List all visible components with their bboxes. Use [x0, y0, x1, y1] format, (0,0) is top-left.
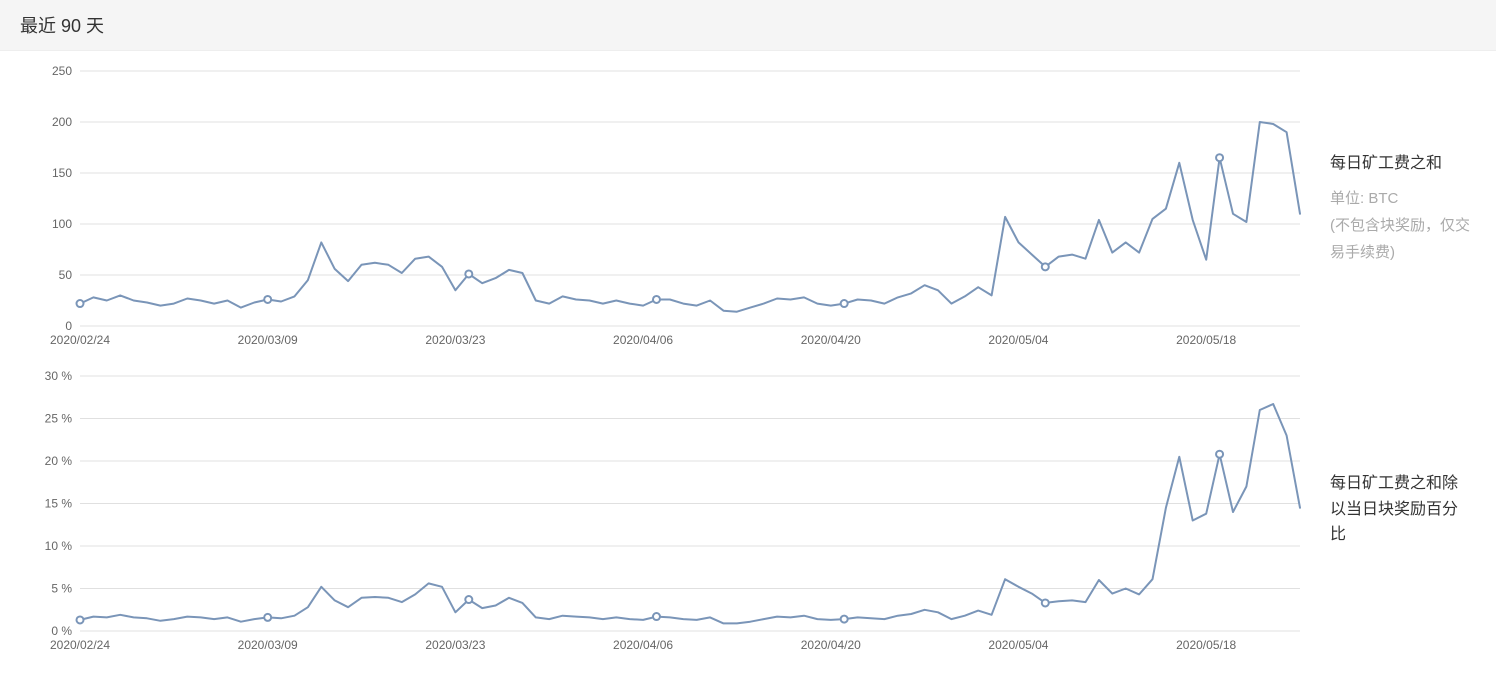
series-line: [80, 122, 1300, 312]
series-line: [80, 404, 1300, 623]
y-tick-label: 5 %: [51, 582, 72, 596]
chart-1-container: 0 50 100 150 200 250 2020/02/24 2020/03/09 2020/…: [0, 61, 1310, 356]
series-marker: [465, 596, 472, 603]
y-tick-label: 20 %: [45, 454, 73, 468]
chart-2-description: 每日矿工费之和除以当日块奖励百分比: [1310, 366, 1480, 661]
chart-2-container: 0 % 5 % 10 % 15 % 20 % 25 % 30 % 2020/02/24 2020…: [0, 366, 1310, 661]
x-tick-label: 2020/03/23: [425, 638, 485, 652]
y-tick-label: 0 %: [51, 624, 72, 638]
x-tick-label: 2020/05/18: [1176, 333, 1236, 347]
x-tick-label: 2020/02/24: [50, 638, 110, 652]
chart-1-subtitle-2: (不包含块奖励，仅交易手续费): [1330, 212, 1470, 266]
x-tick-label: 2020/03/09: [238, 638, 298, 652]
x-tick-label: 2020/02/24: [50, 333, 110, 347]
series-marker: [264, 614, 271, 621]
x-tick-label: 2020/04/20: [801, 638, 861, 652]
chart-1-description: 每日矿工费之和 单位: BTC (不包含块奖励，仅交易手续费): [1310, 61, 1480, 356]
y-tick-label: 150: [52, 166, 72, 180]
chart-1-subtitle-1: 单位: BTC: [1330, 185, 1470, 212]
y-tick-label: 50: [59, 268, 73, 282]
y-tick-label: 25 %: [45, 412, 73, 426]
x-tick-label: 2020/03/23: [425, 333, 485, 347]
chart-1-svg: 0 50 100 150 200 250 2020/02/24 2020/03/09 2020/…: [0, 61, 1310, 356]
series-marker: [1216, 154, 1223, 161]
y-tick-label: 200: [52, 115, 72, 129]
panel-chart-1: 0 50 100 150 200 250 2020/02/24 2020/03/09 2020/…: [0, 51, 1496, 356]
y-tick-label: 30 %: [45, 369, 73, 383]
panel-chart-2: 0 % 5 % 10 % 15 % 20 % 25 % 30 % 2020/02/24 2020…: [0, 356, 1496, 661]
series-marker: [653, 296, 660, 303]
x-tick-label: 2020/04/06: [613, 638, 673, 652]
x-tick-label: 2020/05/04: [988, 638, 1048, 652]
y-tick-label: 15 %: [45, 497, 73, 511]
x-tick-label: 2020/05/18: [1176, 638, 1236, 652]
y-tick-label: 250: [52, 64, 72, 78]
chart-1-title: 每日矿工费之和: [1330, 151, 1470, 177]
chart-2-svg: 0 % 5 % 10 % 15 % 20 % 25 % 30 % 2020/02/24 2020…: [0, 366, 1310, 661]
series-marker: [841, 616, 848, 623]
series-marker: [264, 296, 271, 303]
x-tick-label: 2020/05/04: [988, 333, 1048, 347]
chart-2-title: 每日矿工费之和除以当日块奖励百分比: [1330, 471, 1470, 548]
series-marker: [1042, 599, 1049, 606]
y-tick-label: 100: [52, 217, 72, 231]
y-tick-label: 10 %: [45, 539, 73, 553]
x-tick-label: 2020/04/06: [613, 333, 673, 347]
page-title-bar: 最近 90 天: [0, 0, 1496, 51]
series-marker: [653, 613, 660, 620]
series-marker: [77, 300, 84, 307]
series-marker: [465, 270, 472, 277]
x-tick-label: 2020/03/09: [238, 333, 298, 347]
x-tick-label: 2020/04/20: [801, 333, 861, 347]
series-marker: [1216, 451, 1223, 458]
series-marker: [1042, 263, 1049, 270]
page-title: 最近 90 天: [20, 16, 104, 36]
series-marker: [77, 616, 84, 623]
y-tick-label: 0: [65, 319, 72, 333]
series-marker: [841, 300, 848, 307]
